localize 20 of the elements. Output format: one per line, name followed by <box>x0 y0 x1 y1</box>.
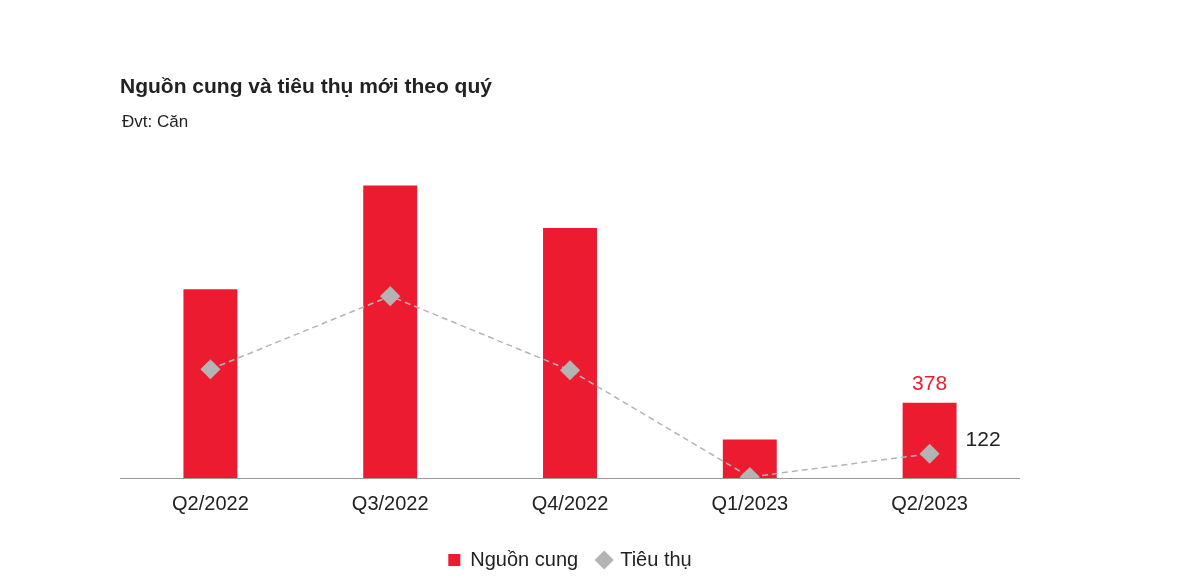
bar <box>543 227 597 478</box>
x-tick-label: Q3/2022 <box>351 491 429 514</box>
legend-label: Tiêu thụ <box>620 547 692 570</box>
bar <box>183 289 238 478</box>
x-tick-label: Q1/2023 <box>711 491 789 514</box>
bar <box>722 439 777 478</box>
bar <box>363 185 418 478</box>
point <box>200 359 221 380</box>
legend-label: Nguồn cung <box>470 547 579 570</box>
chart-subtitle: Đvt: Căn <box>122 112 189 132</box>
x-tick-label: Q2/2022 <box>172 491 249 514</box>
data-label: 378 <box>912 371 948 395</box>
x-tick-label: Q4/2022 <box>531 491 609 514</box>
point <box>380 286 400 306</box>
bar <box>902 402 957 478</box>
chart-title: Nguồn cung và tiêu thụ mới theo quý <box>120 74 492 98</box>
x-tick-label: Q2/2023 <box>891 491 968 514</box>
point <box>919 444 940 464</box>
point <box>560 360 580 381</box>
data-label: 122 <box>965 426 1001 450</box>
